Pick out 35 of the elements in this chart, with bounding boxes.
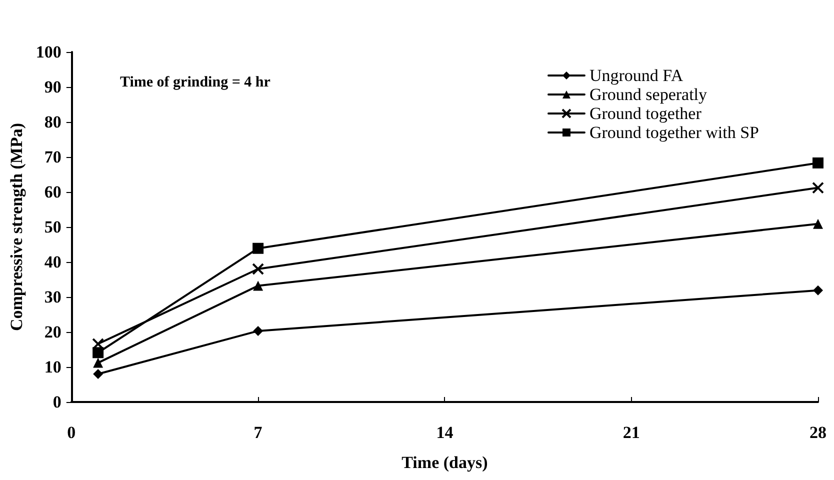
- y-tick-label: 40: [44, 252, 62, 272]
- point: [812, 157, 824, 168]
- x-axis-title: Time (days): [402, 453, 488, 472]
- point: [813, 285, 823, 296]
- y-axis-title: Compressive strength (MPa): [7, 122, 26, 332]
- point: [93, 358, 104, 368]
- point: [253, 326, 264, 336]
- point: [813, 218, 823, 229]
- point: [252, 263, 264, 275]
- x-tick-label: 28: [810, 423, 826, 442]
- y-tick-label: 90: [44, 78, 62, 96]
- y-tick-label: 50: [44, 218, 62, 236]
- y-tick-label: 60: [44, 182, 62, 202]
- point: [812, 182, 824, 194]
- point: [93, 369, 104, 379]
- x-tick-label: 14: [436, 423, 454, 442]
- annotation: Time of grinding = 4 hr: [120, 74, 271, 90]
- point: [253, 280, 264, 291]
- point: [92, 338, 104, 350]
- y-tick-label: 100: [36, 42, 62, 62]
- x-tick-label: 21: [622, 423, 640, 442]
- y-tick-label: 70: [44, 148, 62, 166]
- y-tick-label: 0: [52, 392, 62, 412]
- legend-label: Ground seperatly: [589, 85, 708, 104]
- point: [252, 242, 264, 254]
- y-tick-label: 10: [44, 358, 62, 376]
- x-tick-label: 0: [67, 423, 76, 442]
- legend-label: Ground together with SP: [589, 123, 760, 142]
- point: [92, 347, 104, 358]
- y-tick-label: 80: [44, 112, 62, 132]
- legend-label: Ground together: [589, 104, 702, 123]
- y-tick-label: 30: [44, 288, 62, 306]
- y-tick-label: 20: [44, 322, 62, 342]
- x-tick-label: 7: [254, 423, 263, 442]
- legend-label: Unground FA: [589, 66, 684, 85]
